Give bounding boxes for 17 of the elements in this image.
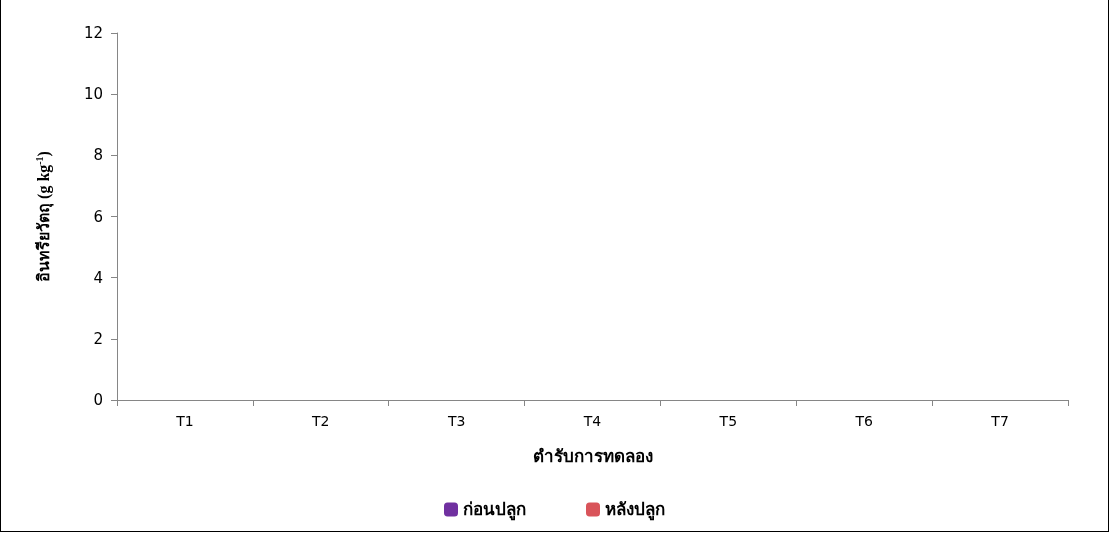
y-tick-label: 10 <box>83 85 103 104</box>
x-tick-label: T4 <box>582 413 602 429</box>
y-tick-label: 6 <box>93 207 103 226</box>
x-tick-label: T5 <box>718 413 738 429</box>
legend-label: ก่อนปลูก <box>463 500 526 521</box>
x-tick-label: T1 <box>175 413 194 429</box>
y-tick-label: 4 <box>93 268 103 287</box>
y-tick-label: 12 <box>83 24 103 42</box>
y-tick-label: 2 <box>93 329 103 348</box>
x-tick-label: T2 <box>311 413 330 429</box>
y-tick-label: 8 <box>93 146 103 165</box>
x-tick-label: T3 <box>446 413 466 429</box>
legend-label: หลังปลูก <box>605 500 665 521</box>
x-tick-label: T7 <box>990 413 1009 429</box>
x-axis-title: ตำรับการทดลอง <box>532 447 653 466</box>
y-tick-label: 0 <box>93 391 103 409</box>
x-tick-label: T6 <box>854 413 874 429</box>
